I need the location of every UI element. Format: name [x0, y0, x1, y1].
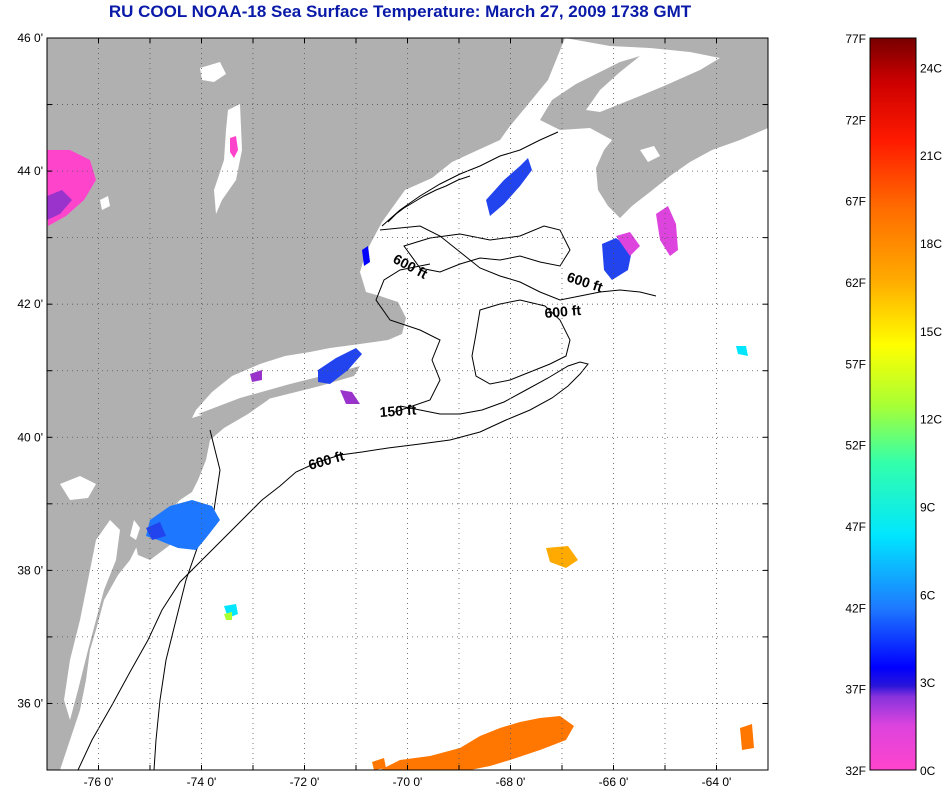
contour-inner: [403, 225, 571, 273]
sst-patch-maine-blue-2: [362, 246, 370, 266]
colorbar-f-label: 67F: [845, 195, 866, 209]
colorbar-c-label: 18C: [920, 237, 942, 251]
colorbar-c-label: 21C: [920, 149, 942, 163]
contour-label-150: 150 ft: [379, 401, 417, 420]
lon-tick-label: -72 0': [290, 775, 320, 789]
colorbar-f-label: 77F: [845, 32, 866, 46]
contour-label-georges: 600 ft: [544, 302, 582, 321]
colorbar-c-label: 6C: [920, 588, 936, 602]
lat-tick-label: 38 0': [17, 563, 43, 577]
sst-patch-bay-fundy: [602, 238, 632, 280]
colorbar-c-label: 24C: [920, 61, 942, 75]
lon-tick-label: -64 0': [702, 775, 732, 789]
land-nova-scotia: [540, 38, 768, 218]
contour-shelf-600: [77, 361, 589, 770]
colorbar-labels: 77F 72F 67F 62F 57F 52F 47F 42F 37F 32F 24C 21C 18C 1…: [845, 32, 942, 778]
lon-tick-label: -68 0': [496, 775, 526, 789]
colorbar-c-label: 9C: [920, 500, 936, 514]
sst-patch-lake-champlain: [230, 136, 238, 158]
colorbar-f-label: 37F: [845, 683, 866, 697]
maine-coastline: [381, 131, 559, 227]
sst-patch-orange-mid: [546, 546, 578, 568]
lat-tick-label: 46 0': [17, 31, 43, 45]
colorbar: [869, 37, 917, 771]
lat-tick-label: 40 0': [17, 430, 43, 444]
sst-patch-nova-magenta: [656, 206, 678, 256]
colorbar-f-label: 32F: [845, 764, 866, 778]
colorbar-c-label: 15C: [920, 325, 942, 339]
contour-coast-inner: [153, 429, 221, 770]
map-gridlines: [47, 38, 768, 770]
lon-tick-label: -76 0': [84, 775, 114, 789]
map-title: RU COOL NOAA-18 Sea Surface Temperature:…: [108, 2, 692, 21]
colorbar-f-label: 47F: [845, 520, 866, 534]
sst-patch-cyan-east: [736, 346, 748, 356]
lat-tick-label: 44 0': [17, 164, 43, 178]
colorbar-f-label: 72F: [845, 113, 866, 127]
contour-gulf-maine: [379, 225, 657, 301]
colorbar-c-label: 3C: [920, 676, 936, 690]
bathymetry-contours: [77, 225, 657, 770]
lon-tick-label: -70 0': [393, 775, 423, 789]
lat-tick-label: 36 0': [17, 696, 43, 710]
sst-patches: [47, 136, 754, 770]
lon-tick-label: -66 0': [599, 775, 629, 789]
colorbar-c-label: 0C: [920, 764, 936, 778]
sst-patch-li-sound: [318, 348, 362, 384]
sst-patch-delmarva-blue: [146, 500, 220, 550]
map-ticks: -76 0' -74 0' -72 0' -70 0' -68 0' -66 0' -64 …: [17, 31, 769, 789]
sst-patch-gulf-stream: [380, 716, 574, 770]
colorbar-f-label: 62F: [845, 276, 866, 290]
contour-150: [375, 263, 441, 413]
land-us-mainland: [47, 38, 565, 770]
colorbar-f-label: 57F: [845, 357, 866, 371]
contour-georges: [471, 299, 571, 385]
colorbar-f-label: 52F: [845, 439, 866, 453]
colorbar-f-label: 42F: [845, 601, 866, 615]
lat-tick-label: 42 0': [17, 297, 43, 311]
lon-tick-label: -74 0': [187, 775, 217, 789]
sst-patch-maine-blue: [486, 158, 532, 216]
colorbar-c-label: 12C: [920, 413, 942, 427]
